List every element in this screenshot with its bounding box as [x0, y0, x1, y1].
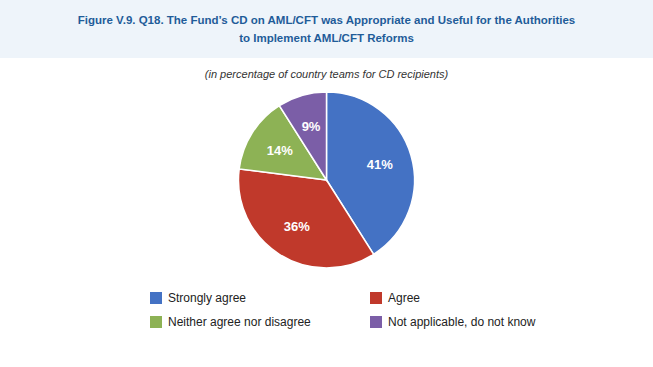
- legend-label: Neither agree nor disagree: [168, 315, 311, 329]
- legend-swatch: [370, 316, 382, 328]
- title-band: [0, 0, 653, 58]
- legend-label: Strongly agree: [168, 291, 246, 305]
- legend: Strongly agree Agree Neither agree nor dis…: [150, 291, 536, 329]
- chart: Figure V.9. Q18. The Fund’s CD on AML/CF…: [0, 0, 653, 367]
- title: Figure V.9. Q18. The Fund’s CD on AML/CF…: [78, 14, 576, 26]
- legend-label: Not applicable, do not know: [388, 315, 536, 329]
- subtitle: (in percentage of country teams for CD r…: [205, 68, 449, 80]
- legend-label: Agree: [388, 291, 420, 305]
- pie-slice: [239, 169, 374, 268]
- title: to Implement AML/CFT Reforms: [239, 32, 414, 44]
- legend-swatch: [150, 316, 162, 328]
- pie: [239, 92, 415, 268]
- data-label: 41%: [367, 157, 393, 172]
- legend-swatch: [150, 292, 162, 304]
- data-label: 36%: [284, 219, 310, 234]
- data-label: 9%: [302, 119, 321, 134]
- data-labels: 41% 36% 14% 9%: [267, 119, 394, 234]
- data-label: 14%: [267, 143, 293, 158]
- pie-slice: [279, 92, 326, 180]
- legend-swatch: [370, 292, 382, 304]
